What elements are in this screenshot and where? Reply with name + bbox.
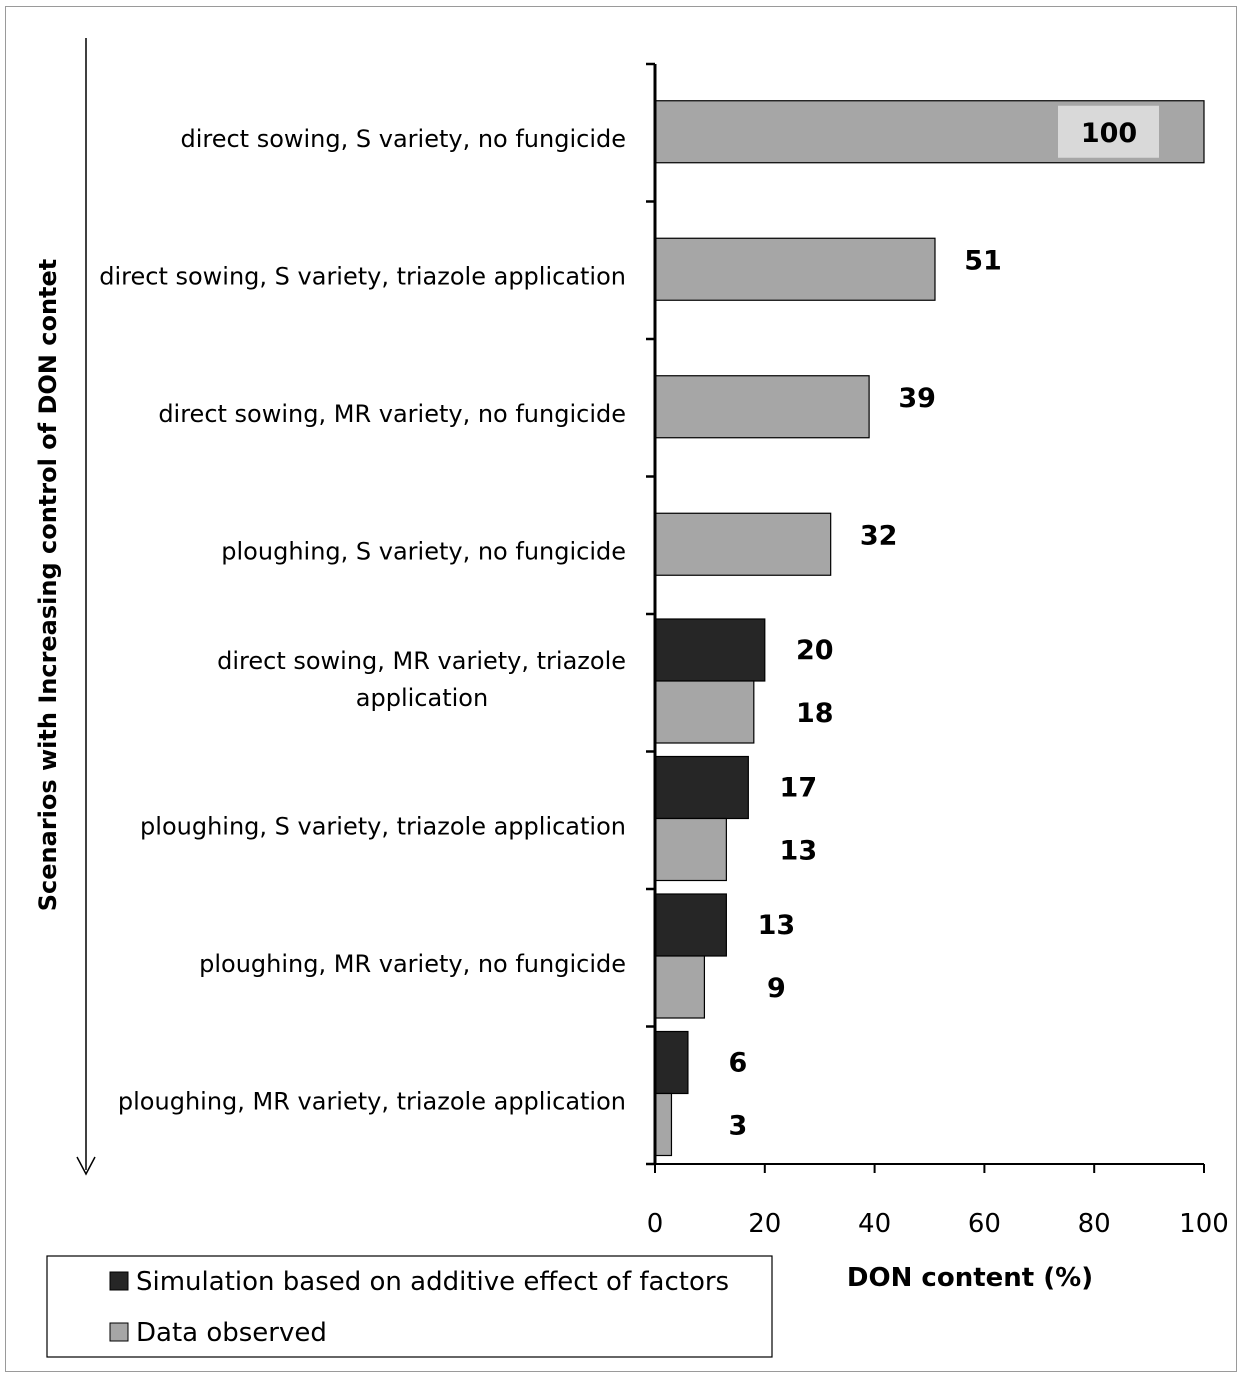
data-label-observed-2: 39 — [898, 383, 936, 414]
x-tick-label-5: 100 — [1179, 1209, 1229, 1239]
data-label-simulation-6: 13 — [758, 910, 796, 941]
category-label-4-line-0: direct sowing, MR variety, triazole — [217, 647, 626, 675]
x-tick-label-3: 60 — [968, 1209, 1001, 1239]
category-label-4-line-1: application — [356, 684, 488, 712]
category-label-0-line-0: direct sowing, S variety, no fungicide — [180, 125, 626, 153]
axes-layer: direct sowing, S variety, no fungicide di… — [99, 62, 1229, 1239]
data-label-simulation-7: 6 — [729, 1048, 748, 1079]
legend-swatch-simulation — [109, 1271, 129, 1291]
data-label-simulation-4: 20 — [796, 635, 834, 666]
x-axis-title: DON content (%) — [847, 1263, 1093, 1293]
legend-label-observed: Data observed — [136, 1318, 327, 1348]
bar-observed-3 — [654, 512, 832, 576]
data-label-observed-3: 32 — [860, 520, 898, 551]
bar-simulation-6 — [654, 893, 727, 957]
increasing-control-arrow-head — [76, 1156, 96, 1176]
bar-observed-5 — [654, 817, 727, 882]
data-label-observed-5: 13 — [780, 836, 818, 867]
x-tick-label-0: 0 — [647, 1209, 664, 1239]
bar-observed-7 — [654, 1092, 673, 1157]
bar-observed-2 — [654, 375, 870, 439]
category-label-2-line-0: direct sowing, MR variety, no fungicide — [158, 400, 626, 428]
category-label-1-line-0: direct sowing, S variety, triazole appli… — [99, 262, 626, 290]
bar-simulation-5 — [654, 755, 749, 820]
data-label-observed-1: 51 — [964, 245, 1002, 276]
data-label-simulation-5: 17 — [780, 773, 818, 804]
x-tick-label-2: 40 — [858, 1209, 891, 1239]
x-tick-label-4: 80 — [1078, 1209, 1111, 1239]
bar-observed-4 — [654, 680, 755, 744]
category-label-7-line-0: ploughing, MR variety, triazole applicat… — [118, 1087, 626, 1115]
x-tick-label-1: 20 — [748, 1209, 781, 1239]
data-label-box-0 — [1058, 105, 1159, 158]
bar-simulation-7 — [654, 1030, 689, 1095]
category-label-6-line-0: ploughing, MR variety, no fungicide — [199, 950, 626, 978]
bar-simulation-4 — [654, 618, 766, 682]
bar-observed-1 — [654, 237, 936, 301]
bars-layer: 100 51 39 32 20 18 17 13 13 9 6 3 — [654, 100, 1205, 1157]
data-label-observed-7: 3 — [729, 1111, 748, 1142]
data-label-observed-4: 18 — [796, 698, 834, 729]
category-label-3-line-0: ploughing, S variety, no fungicide — [221, 537, 626, 565]
legend-label-simulation: Simulation based on additive effect of f… — [136, 1267, 729, 1297]
bar-observed-6 — [654, 955, 706, 1019]
legend-swatch-observed — [109, 1322, 129, 1342]
legend-box — [46, 1255, 773, 1358]
data-label-observed-6: 9 — [767, 973, 786, 1004]
y-axis-title: Scenarios with Increasing control of DON… — [34, 259, 62, 912]
category-label-5-line-0: ploughing, S variety, triazole applicati… — [140, 812, 626, 840]
chart-frame — [5, 6, 1237, 1372]
data-label-observed-0: 100 — [1081, 118, 1137, 149]
